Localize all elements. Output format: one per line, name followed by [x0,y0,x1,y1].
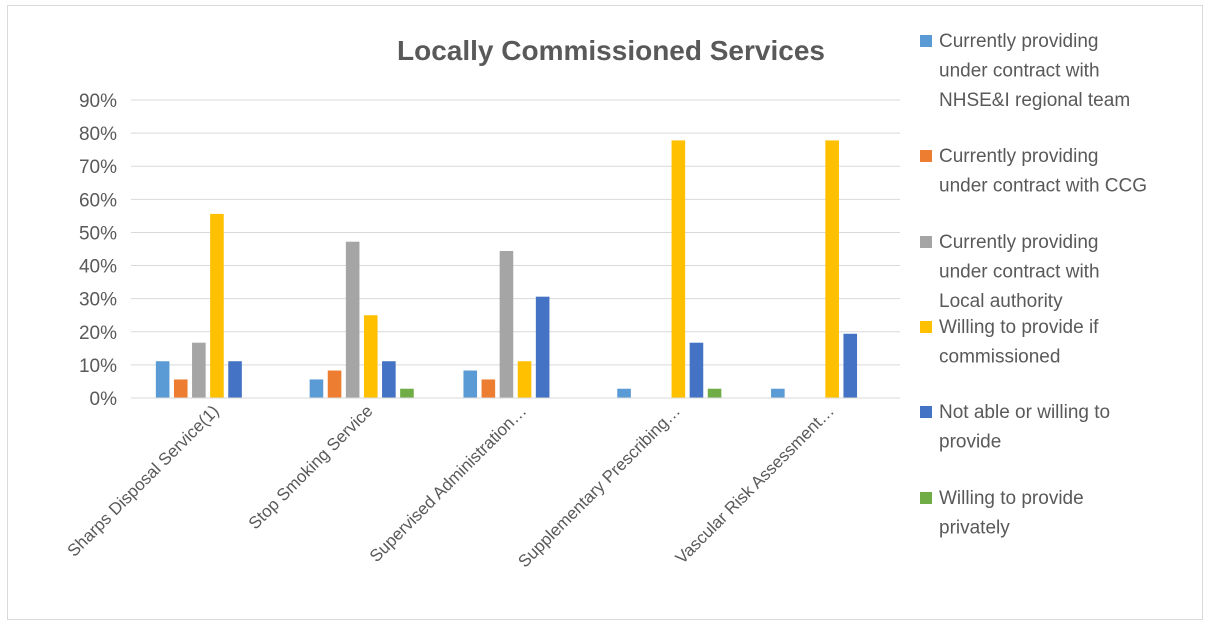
y-tick-label: 80% [79,124,117,145]
x-axis-categories: Sharps Disposal Service(1) Stop Smoking S… [64,401,838,571]
legend-label: under contract with CCG [939,176,1147,197]
legend-swatch [920,150,932,162]
legend: Currently providing under contract with NH… [920,31,1147,539]
y-tick-label: 20% [79,323,117,344]
x-category-label: Stop Smoking Service [245,401,377,533]
bar [707,388,722,398]
x-category-label: Sharps Disposal Service(1) [64,401,223,560]
legend-swatch [920,236,932,248]
bar [363,315,378,398]
y-tick-label: 90% [79,91,117,112]
legend-swatch [920,406,932,418]
chart-frame [7,5,1203,620]
y-tick-label: 10% [79,356,117,377]
legend-label: Not able or willing to [939,402,1110,423]
bar [825,140,839,398]
legend-label: provide [939,432,1001,453]
bar [771,388,785,398]
legend-swatch [920,321,932,333]
bar [155,361,170,398]
x-category-label: Supervised Administration… [366,401,530,565]
y-tick-label: 40% [79,257,117,278]
y-tick-label: 30% [79,290,117,311]
legend-label: Currently providing [939,232,1098,253]
bar [481,379,496,398]
legend-label: commissioned [939,347,1060,368]
bars [155,140,858,398]
legend-swatch [920,35,932,47]
bar [499,250,514,398]
y-tick-label: 0% [90,389,118,410]
x-category-label: Supplementary Prescribing… [514,401,684,571]
bar [535,296,550,398]
bar [228,361,242,398]
legend-label: NHSE&I regional team [939,90,1130,111]
legend-label: Willing to provide [939,488,1084,509]
legend-swatch [920,492,932,504]
gridlines [131,99,900,366]
bar [173,379,188,398]
bar [843,333,858,398]
bar [671,140,686,398]
y-tick-label: 50% [79,223,117,244]
bar [382,361,396,398]
legend-label: Currently providing [939,31,1098,52]
legend-label: privately [939,518,1010,539]
bar [517,361,532,398]
legend-label: Local authority [939,291,1063,312]
bar [345,241,360,398]
legend-label: Currently providing [939,146,1098,167]
x-category-label: Vascular Risk Assessment… [672,401,838,567]
y-tick-label: 60% [79,190,117,211]
bar [309,379,324,398]
y-axis-ticks: 0% 10% 20% 30% 40% 50% 60% 70% 80% 90% [79,91,117,410]
legend-label: under contract with [939,262,1100,283]
legend-label: under contract with [939,61,1100,82]
legend-label: Willing to provide if [939,317,1099,338]
chart-title: Locally Commissioned Services [397,35,825,66]
bar [192,342,206,398]
bar [617,388,631,398]
bar [327,370,342,398]
bar [689,342,704,398]
bar [463,370,478,398]
bar [210,213,224,398]
bar [400,388,414,398]
y-tick-label: 70% [79,157,117,178]
